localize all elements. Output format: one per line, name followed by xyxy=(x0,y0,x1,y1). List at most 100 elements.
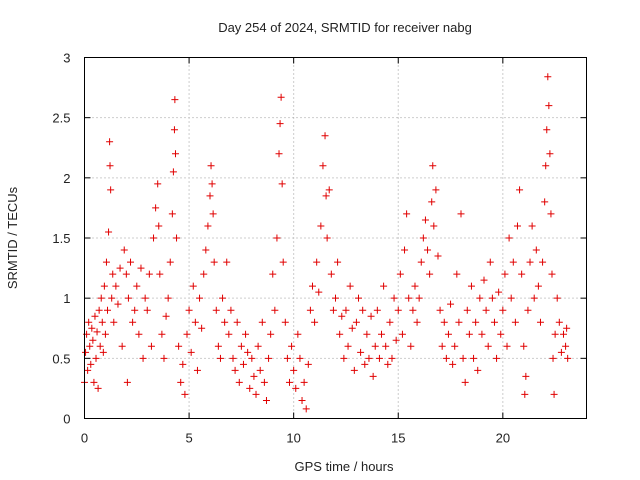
data-point xyxy=(233,318,241,326)
data-point xyxy=(252,390,260,398)
data-point xyxy=(352,318,360,326)
data-point xyxy=(392,336,400,344)
data-point xyxy=(413,318,421,326)
data-point xyxy=(325,186,333,194)
data-point xyxy=(216,354,224,362)
data-point xyxy=(162,312,170,320)
data-point xyxy=(106,162,114,170)
data-point xyxy=(344,342,352,350)
data-point xyxy=(221,318,229,326)
data-point xyxy=(409,306,417,314)
data-point xyxy=(183,330,191,338)
data-point xyxy=(438,342,446,350)
y-tick-label: 1 xyxy=(63,291,70,306)
data-point xyxy=(522,372,530,380)
data-point xyxy=(237,342,245,350)
data-point xyxy=(509,258,517,266)
data-point xyxy=(210,258,218,266)
data-point xyxy=(532,246,540,254)
data-point xyxy=(486,258,494,266)
data-point xyxy=(179,360,187,368)
data-point xyxy=(388,354,396,362)
data-point xyxy=(459,354,467,362)
data-point xyxy=(168,210,176,218)
data-point xyxy=(150,234,158,242)
x-tick-label: 20 xyxy=(496,431,510,446)
data-point xyxy=(463,306,471,314)
data-point xyxy=(191,318,199,326)
data-point xyxy=(294,330,302,338)
data-point xyxy=(520,342,528,350)
data-point xyxy=(472,318,480,326)
x-tick-label: 5 xyxy=(185,431,192,446)
data-point xyxy=(200,270,208,278)
data-point xyxy=(86,342,94,350)
data-point xyxy=(124,294,132,302)
data-point xyxy=(497,330,505,338)
data-point xyxy=(127,258,135,266)
data-point xyxy=(275,150,283,158)
data-point xyxy=(219,294,227,302)
data-point xyxy=(202,246,210,254)
data-point xyxy=(106,138,114,146)
data-point xyxy=(92,354,100,362)
data-point xyxy=(204,222,212,230)
data-point xyxy=(206,192,214,200)
data-point xyxy=(265,354,273,362)
data-point xyxy=(104,306,112,314)
x-tick-label: 10 xyxy=(286,431,300,446)
data-point xyxy=(390,294,398,302)
data-point xyxy=(279,258,287,266)
data-point xyxy=(147,342,155,350)
data-point xyxy=(171,150,179,158)
data-point xyxy=(542,162,550,170)
data-point xyxy=(129,318,137,326)
data-point xyxy=(225,330,233,338)
data-point xyxy=(476,294,484,302)
data-point xyxy=(562,342,570,350)
data-point xyxy=(373,306,381,314)
data-point xyxy=(122,270,130,278)
data-point xyxy=(432,186,440,194)
data-point xyxy=(227,306,235,314)
data-point xyxy=(143,306,151,314)
data-point xyxy=(336,330,344,338)
y-tick-label: 1.5 xyxy=(52,231,70,246)
data-point xyxy=(164,294,172,302)
data-point xyxy=(97,294,105,302)
data-point xyxy=(555,318,563,326)
y-axis-label: SRMTID / TECUs xyxy=(5,186,20,289)
data-point xyxy=(526,258,534,266)
data-point xyxy=(528,222,536,230)
data-point xyxy=(171,96,179,104)
data-point xyxy=(313,258,321,266)
data-point xyxy=(269,270,277,278)
data-point xyxy=(421,216,429,224)
y-tick-label: 3 xyxy=(63,51,70,66)
data-point xyxy=(424,246,432,254)
data-point xyxy=(87,360,95,368)
data-point xyxy=(467,282,475,290)
data-point xyxy=(334,258,342,266)
data-point xyxy=(488,294,496,302)
data-point xyxy=(426,270,434,278)
data-point xyxy=(355,294,363,302)
data-point xyxy=(102,258,110,266)
data-point xyxy=(455,318,463,326)
data-point xyxy=(436,306,444,314)
data-point xyxy=(382,342,390,350)
data-point xyxy=(317,222,325,230)
data-point xyxy=(447,300,455,308)
data-point xyxy=(91,312,99,320)
data-point xyxy=(394,306,402,314)
data-point xyxy=(306,306,314,314)
data-point xyxy=(214,342,222,350)
y-tick-label: 0 xyxy=(63,412,70,427)
data-point xyxy=(304,360,312,368)
data-point xyxy=(493,354,501,362)
axis-ticks: 0 5 10 15 20 0 0.5 1 1.5 2 2.5 3 xyxy=(52,51,587,446)
data-point xyxy=(482,306,490,314)
data-point xyxy=(342,306,350,314)
data-point xyxy=(378,330,386,338)
data-point xyxy=(308,282,316,290)
